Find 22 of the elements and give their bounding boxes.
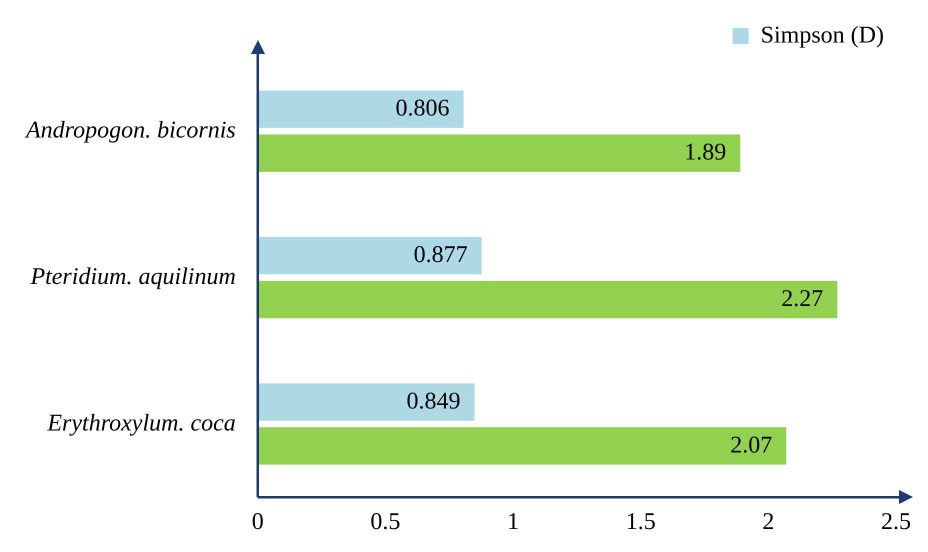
data-label: 0.806 xyxy=(396,96,450,122)
bar xyxy=(258,383,475,421)
x-tick-label: 0.5 xyxy=(370,508,400,535)
data-label: 2.27 xyxy=(781,286,824,312)
y-tick-label: Pteridium. aquilinum xyxy=(29,264,236,290)
bar xyxy=(258,90,464,128)
data-label: 0.849 xyxy=(406,388,461,414)
data-label: 1.89 xyxy=(684,139,726,166)
x-tick-label: 1 xyxy=(507,508,520,535)
legend-label: Simpson (D) xyxy=(760,22,884,48)
y-tick-label: Erythroxylum. coca xyxy=(46,410,236,436)
bar xyxy=(258,427,786,465)
x-tick-label: 2.5 xyxy=(881,508,911,535)
data-label: 2.07 xyxy=(730,432,772,458)
bar xyxy=(258,236,482,274)
bar xyxy=(258,134,740,172)
x-tick-label: 2 xyxy=(762,508,774,535)
bar xyxy=(258,280,838,318)
x-tick-label: 0 xyxy=(252,508,264,535)
y-tick-label: Andropogon. bicornis xyxy=(24,118,236,144)
data-label: 0.877 xyxy=(414,242,468,268)
x-tick-label: 1.5 xyxy=(626,508,656,535)
